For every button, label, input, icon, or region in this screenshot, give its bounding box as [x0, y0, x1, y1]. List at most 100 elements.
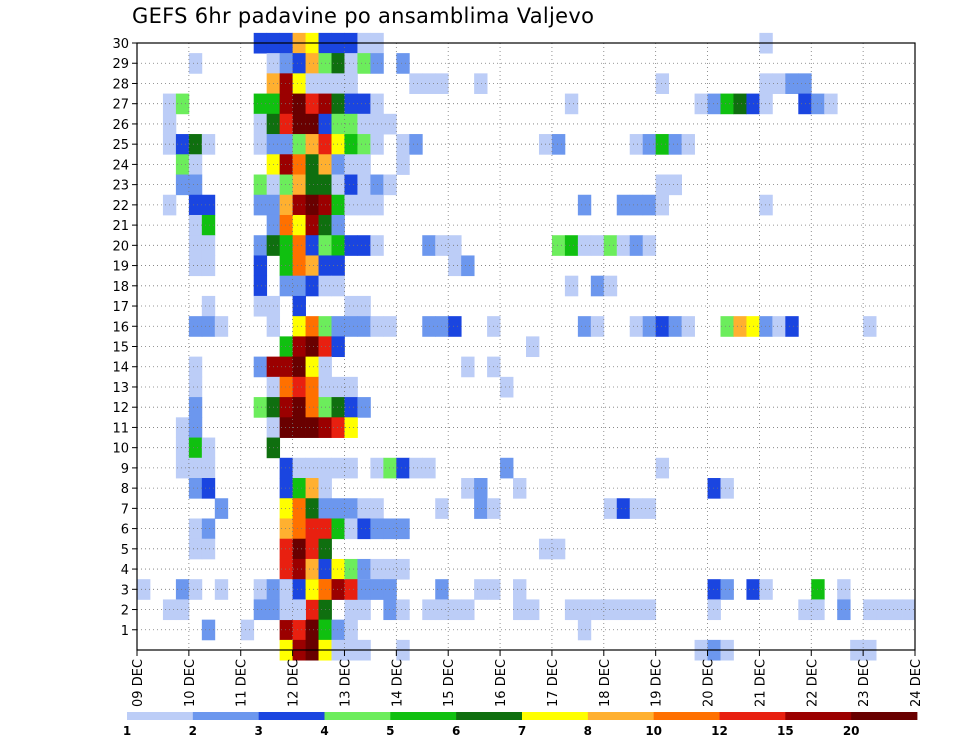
heatmap-cell — [655, 316, 670, 337]
y-tick-label: 13 — [112, 381, 129, 396]
heatmap-cell — [422, 316, 436, 337]
heatmap-cell — [188, 356, 203, 378]
heatmap-cell — [344, 295, 358, 317]
heatmap-cell — [279, 579, 293, 600]
y-tick-label: 11 — [112, 421, 129, 436]
heatmap-cell — [188, 235, 203, 256]
y-tick-label: 19 — [112, 260, 129, 275]
heatmap-cell — [279, 336, 293, 358]
heatmap-cell — [785, 73, 799, 94]
chart-title: GEFS 6hr padavine po ansamblima Valjevo — [132, 4, 595, 28]
y-tick-label: 8 — [121, 482, 129, 497]
heatmap-cell — [474, 478, 488, 499]
heatmap-cell — [344, 93, 358, 115]
heatmap-cell — [279, 194, 293, 216]
heatmap-cell — [292, 478, 306, 499]
heatmap-cell — [279, 417, 293, 438]
colorbar-label: 8 — [584, 724, 592, 738]
heatmap-cell — [279, 154, 293, 175]
colorbar-swatch — [653, 712, 720, 720]
heatmap-cell — [720, 579, 734, 600]
heatmap-cell — [616, 194, 631, 216]
heatmap-cell — [357, 154, 371, 175]
heatmap-cell — [188, 417, 203, 438]
heatmap-cell — [305, 53, 319, 74]
colorbar-label: 2 — [189, 724, 197, 738]
heatmap-cell — [292, 619, 306, 641]
y-tick-label: 15 — [112, 341, 129, 356]
heatmap-cell — [603, 599, 618, 621]
y-tick-label: 9 — [121, 462, 129, 477]
heatmap-cell — [344, 235, 358, 256]
heatmap-cell — [448, 255, 462, 277]
heatmap-cell — [707, 579, 721, 600]
heatmap-cell — [279, 93, 293, 115]
heatmap-cell — [292, 316, 306, 337]
heatmap-cell — [577, 316, 592, 337]
heatmap-cell — [188, 397, 203, 418]
heatmap-cell — [357, 558, 371, 580]
colorbar-label: 15 — [777, 724, 794, 738]
heatmap-cell — [201, 518, 216, 540]
heatmap-cell — [279, 275, 293, 297]
colorbar-swatch — [522, 712, 589, 720]
heatmap-cell — [175, 154, 190, 175]
heatmap-cell — [655, 134, 670, 155]
heatmap-cell — [616, 235, 631, 256]
heatmap-cell — [331, 194, 345, 216]
heatmap-cell — [655, 174, 670, 196]
y-tick-label: 1 — [121, 624, 129, 639]
colorbar-swatch — [324, 712, 391, 720]
heatmap-cell — [759, 73, 773, 94]
heatmap-cell — [383, 518, 397, 540]
colorbar-swatch — [851, 712, 918, 720]
colorbar-label: 6 — [452, 724, 460, 738]
heatmap-cell — [279, 619, 293, 641]
heatmap-cell — [344, 397, 358, 418]
heatmap-cell — [720, 93, 734, 115]
heatmap-cell — [396, 53, 410, 74]
heatmap-cell — [461, 478, 475, 499]
heatmap-cell — [201, 295, 216, 317]
heatmap-cell — [305, 93, 319, 115]
heatmap-cell — [383, 113, 397, 135]
heatmap-cell — [357, 498, 371, 519]
heatmap-cell — [201, 437, 216, 459]
heatmap-cell — [305, 478, 319, 499]
heatmap-cell — [305, 154, 319, 175]
x-tick-label: 24 DEC — [909, 659, 924, 707]
heatmap-cell — [331, 134, 345, 155]
heatmap-cell — [409, 134, 423, 155]
heatmap-cell — [201, 194, 216, 216]
heatmap-cell — [577, 235, 592, 256]
heatmap-cell — [357, 518, 371, 540]
heatmap-cell — [292, 518, 306, 540]
heatmap-cell — [305, 73, 319, 94]
heatmap-cell — [253, 275, 268, 297]
heatmap-cell — [253, 295, 268, 317]
colorbar-label: 5 — [386, 724, 394, 738]
grid-lines — [137, 43, 915, 650]
heatmap-cell — [188, 174, 203, 196]
heatmap-cell — [474, 73, 488, 94]
y-tick-label: 14 — [112, 361, 129, 376]
heatmap-cell — [331, 457, 345, 479]
heatmap-cell — [305, 599, 319, 621]
heatmap-cell — [305, 336, 319, 358]
heatmap-cell — [305, 214, 319, 236]
heatmap-cell — [383, 457, 397, 479]
heatmap-cell — [383, 316, 397, 337]
heatmap-cell — [772, 316, 786, 337]
heatmap-cell — [357, 599, 371, 621]
heatmap-cell — [305, 457, 319, 479]
heatmap-cell — [733, 316, 747, 337]
y-tick-label: 24 — [112, 158, 129, 173]
heatmap-cell — [292, 73, 306, 94]
heatmap-cell — [422, 73, 436, 94]
heatmap-cell — [461, 255, 475, 277]
heatmap-cell — [188, 154, 203, 175]
heatmap-cell — [292, 457, 306, 479]
heatmap-cell — [422, 457, 436, 479]
heatmap-cell — [253, 113, 268, 135]
heatmap-cell — [292, 538, 306, 560]
